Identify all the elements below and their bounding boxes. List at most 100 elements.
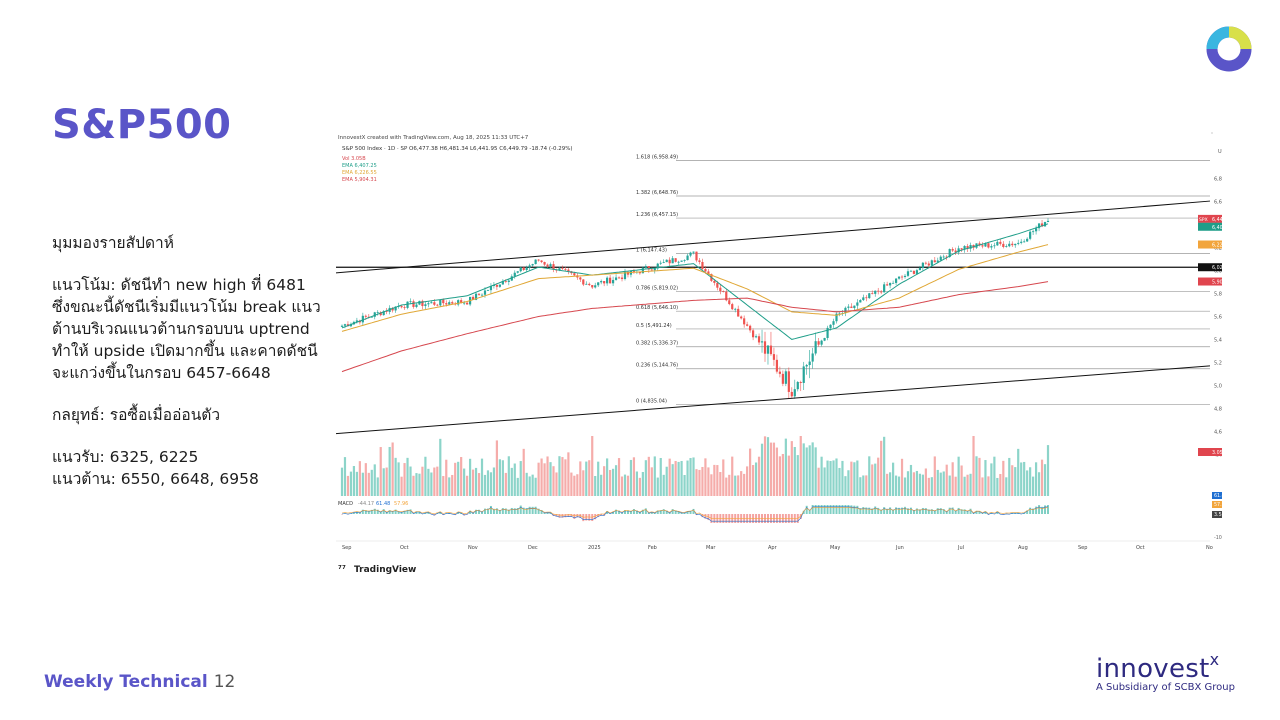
macd-histogram-bar (898, 507, 901, 514)
candle-body (769, 345, 773, 355)
candle-body (597, 282, 600, 286)
trend-text: แนวโน้ม: ดัชนีทำ new high ที่ 6481 ซึ่งข… (52, 276, 321, 382)
volume-bar (579, 461, 582, 496)
candle-body (897, 276, 901, 279)
candle-body (1008, 243, 1011, 247)
macd-histogram-bar (948, 507, 951, 514)
macd-histogram-bar (361, 509, 364, 514)
volume-bar (844, 476, 847, 496)
volume-bar (757, 456, 761, 496)
volume-bar (460, 457, 463, 496)
candle-body (403, 307, 406, 309)
indicator-label: Vol 3.05B (342, 156, 366, 162)
candle-body (999, 241, 1002, 244)
volume-bar (832, 460, 835, 496)
x-tick-label: Aug (1018, 545, 1028, 551)
candle-body (731, 304, 734, 310)
candle-body (763, 341, 767, 354)
indicator-label: EMA 6,226.55 (342, 170, 377, 176)
volume-bar (442, 476, 445, 496)
y-tick-label: 4,800.00 (1214, 406, 1222, 412)
candle-body (880, 291, 883, 293)
candle-body (391, 307, 394, 311)
volume-bar (525, 472, 528, 496)
macd-histogram-bar (892, 509, 895, 514)
candle-body (1029, 231, 1032, 239)
macd-histogram-bar (856, 505, 859, 514)
macd-histogram-bar (561, 514, 564, 518)
candle-body (886, 284, 889, 286)
candle-body (701, 261, 704, 270)
volume-bar (1008, 457, 1011, 496)
macd-histogram-bar (424, 512, 427, 514)
page-number: 12 (213, 672, 236, 692)
macd-histogram-bar (874, 506, 877, 514)
volume-bar (829, 461, 832, 496)
candle-body (933, 260, 936, 263)
volume-bar (906, 471, 910, 496)
macd-histogram-bar (567, 514, 570, 517)
candle-body (757, 336, 761, 343)
macd-line (341, 506, 1049, 522)
macd-value: -44.17 (358, 501, 374, 507)
volume-bar (862, 475, 865, 496)
macd-histogram-bar (805, 505, 808, 514)
macd-histogram-bar (939, 508, 942, 514)
candle-body (433, 302, 436, 305)
macd-histogram-bar (364, 510, 367, 514)
candle-body (534, 259, 537, 265)
macd-histogram-bar (659, 510, 662, 514)
macd-histogram-bar (644, 508, 647, 514)
macd-histogram-bar (478, 509, 481, 514)
price-tag-bg (1198, 214, 1238, 223)
candle-body (945, 256, 948, 258)
fib-label: 0.786 (5,819.02) (636, 285, 678, 291)
macd-histogram-bar (895, 507, 898, 514)
macd-histogram-bar (615, 509, 618, 514)
candle-body (754, 336, 758, 338)
candle-body (340, 325, 344, 327)
candle-body (501, 281, 504, 285)
view-heading: มุมมองรายสัปดาห์ (52, 234, 174, 252)
candle-body (838, 313, 841, 315)
macd-histogram-bar (978, 510, 981, 514)
candle-body (805, 365, 808, 367)
macd-histogram-bar (519, 505, 522, 514)
volume-bar (772, 442, 776, 496)
volume-tag-value: 3.05B (1212, 450, 1222, 456)
candle-body (594, 285, 597, 288)
volume-bar (424, 456, 427, 496)
macd-histogram-bar (653, 512, 656, 514)
candle-body (856, 302, 859, 306)
macd-histogram-bar (924, 508, 927, 514)
candle-body (585, 283, 588, 285)
volume-bar (629, 459, 633, 496)
candle-body (900, 276, 904, 278)
volume-bar (632, 457, 636, 496)
macd-histogram-bar (549, 512, 552, 514)
candle-body (909, 270, 913, 272)
volume-bar (793, 447, 796, 496)
candle-body (376, 312, 379, 313)
candle-body (942, 256, 945, 258)
volume-bar (689, 458, 692, 496)
volume-bar (704, 458, 707, 496)
candle-body (984, 243, 987, 247)
candle-body (653, 268, 656, 271)
volume-bar (987, 476, 990, 496)
volume-bar (603, 466, 606, 496)
fib-label: 1 (6,147.43) (636, 248, 667, 254)
macd-histogram-bar (927, 509, 930, 514)
macd-histogram-bar (817, 505, 820, 514)
volume-bar (1043, 464, 1047, 496)
candle-body (820, 340, 823, 345)
volume-bar (507, 456, 510, 496)
strategy-text: กลยุทธ์: รอซื้อเมื่ออ่อนตัว (52, 406, 221, 424)
macd-histogram-bar (618, 510, 621, 514)
macd-histogram-bar (850, 505, 853, 514)
x-tick-label: Dec (528, 545, 538, 551)
candle-body (686, 255, 689, 261)
candle-body (832, 321, 835, 325)
macd-histogram-bar (704, 514, 707, 519)
candle-body (817, 341, 820, 345)
